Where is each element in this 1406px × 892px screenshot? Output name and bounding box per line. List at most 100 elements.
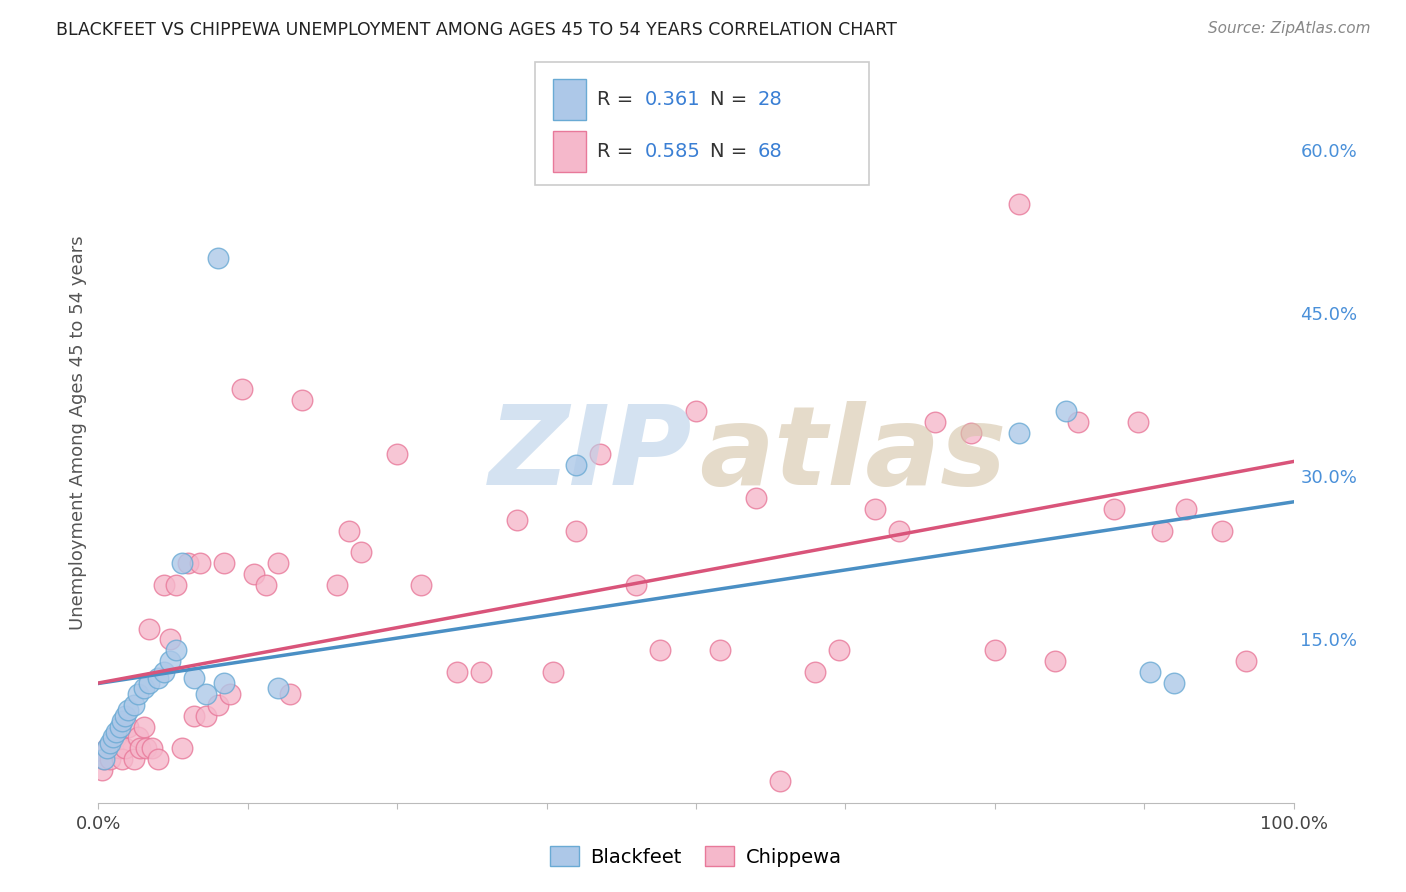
Point (183, 671, 205, 685)
Point (231, 382, 253, 396)
Point (1008, 197, 1031, 211)
Point (172, 741, 194, 756)
Text: N =: N = (710, 90, 754, 109)
Point (141, 741, 163, 756)
Text: 68: 68 (758, 142, 783, 161)
Point (768, 774, 790, 789)
Point (114, 708, 136, 723)
Point (1104, 501, 1126, 516)
Point (132, 720, 155, 734)
Point (148, 752, 170, 766)
Point (350, 545, 373, 559)
Point (411, 578, 433, 592)
Text: R =: R = (596, 142, 640, 161)
Point (745, 491, 768, 505)
Point (105, 731, 128, 745)
Point (101, 741, 124, 756)
FancyBboxPatch shape (534, 62, 869, 185)
Point (138, 676, 160, 690)
Point (212, 676, 235, 690)
Text: 0.585: 0.585 (644, 142, 700, 161)
Y-axis label: Unemployment Among Ages 45 to 54 years: Unemployment Among Ages 45 to 54 years (69, 235, 87, 630)
Point (1163, 676, 1185, 690)
Point (984, 643, 1007, 657)
Point (165, 578, 187, 592)
Point (177, 556, 200, 570)
Point (129, 741, 152, 756)
Point (114, 741, 136, 756)
Point (1152, 524, 1174, 538)
Point (195, 708, 218, 723)
Point (165, 643, 187, 657)
Point (195, 687, 218, 701)
FancyBboxPatch shape (553, 79, 586, 120)
Point (339, 524, 361, 538)
Point (828, 643, 851, 657)
Point (111, 714, 134, 728)
Point (709, 643, 731, 657)
Point (159, 632, 181, 647)
Point (1128, 415, 1150, 429)
Point (470, 665, 492, 680)
Point (93, 752, 115, 766)
Point (153, 578, 176, 592)
Point (1139, 665, 1161, 680)
Point (385, 447, 409, 461)
Point (148, 671, 170, 685)
Point (219, 687, 242, 701)
Point (124, 752, 146, 766)
Point (1234, 654, 1257, 668)
Point (278, 687, 301, 701)
Point (153, 665, 176, 680)
Point (1211, 524, 1233, 538)
Point (96, 741, 118, 756)
Point (1043, 654, 1066, 668)
Point (243, 567, 266, 582)
Point (804, 665, 827, 680)
Point (446, 665, 468, 680)
Point (685, 404, 707, 418)
Text: ZIP: ZIP (489, 401, 692, 508)
Point (188, 556, 211, 570)
Point (648, 643, 672, 657)
Point (1008, 425, 1031, 440)
Point (91, 763, 114, 777)
Point (111, 752, 134, 766)
Point (1067, 415, 1090, 429)
Point (254, 578, 277, 592)
Text: Source: ZipAtlas.com: Source: ZipAtlas.com (1208, 21, 1371, 36)
Point (207, 252, 229, 266)
Point (98, 752, 122, 766)
Point (565, 524, 588, 538)
Text: R =: R = (596, 90, 640, 109)
Point (138, 622, 160, 636)
Text: 0.361: 0.361 (644, 90, 700, 109)
Point (291, 392, 314, 407)
Point (98, 736, 122, 750)
Point (960, 425, 983, 440)
Point (108, 741, 131, 756)
Point (267, 556, 290, 570)
FancyBboxPatch shape (553, 131, 586, 171)
Text: N =: N = (710, 142, 754, 161)
Point (1175, 501, 1198, 516)
Point (565, 458, 588, 473)
Point (1056, 404, 1078, 418)
Point (108, 720, 131, 734)
Point (124, 698, 146, 712)
Point (96, 741, 118, 756)
Point (117, 720, 139, 734)
Point (212, 556, 235, 570)
Point (924, 415, 946, 429)
Point (889, 524, 911, 538)
Point (183, 708, 205, 723)
Point (105, 725, 128, 739)
Point (159, 654, 181, 668)
Point (589, 447, 612, 461)
Text: 28: 28 (758, 90, 783, 109)
Point (541, 665, 564, 680)
Point (207, 698, 229, 712)
Point (506, 513, 529, 527)
Text: BLACKFEET VS CHIPPEWA UNEMPLOYMENT AMONG AGES 45 TO 54 YEARS CORRELATION CHART: BLACKFEET VS CHIPPEWA UNEMPLOYMENT AMONG… (56, 21, 897, 38)
Point (93, 752, 115, 766)
